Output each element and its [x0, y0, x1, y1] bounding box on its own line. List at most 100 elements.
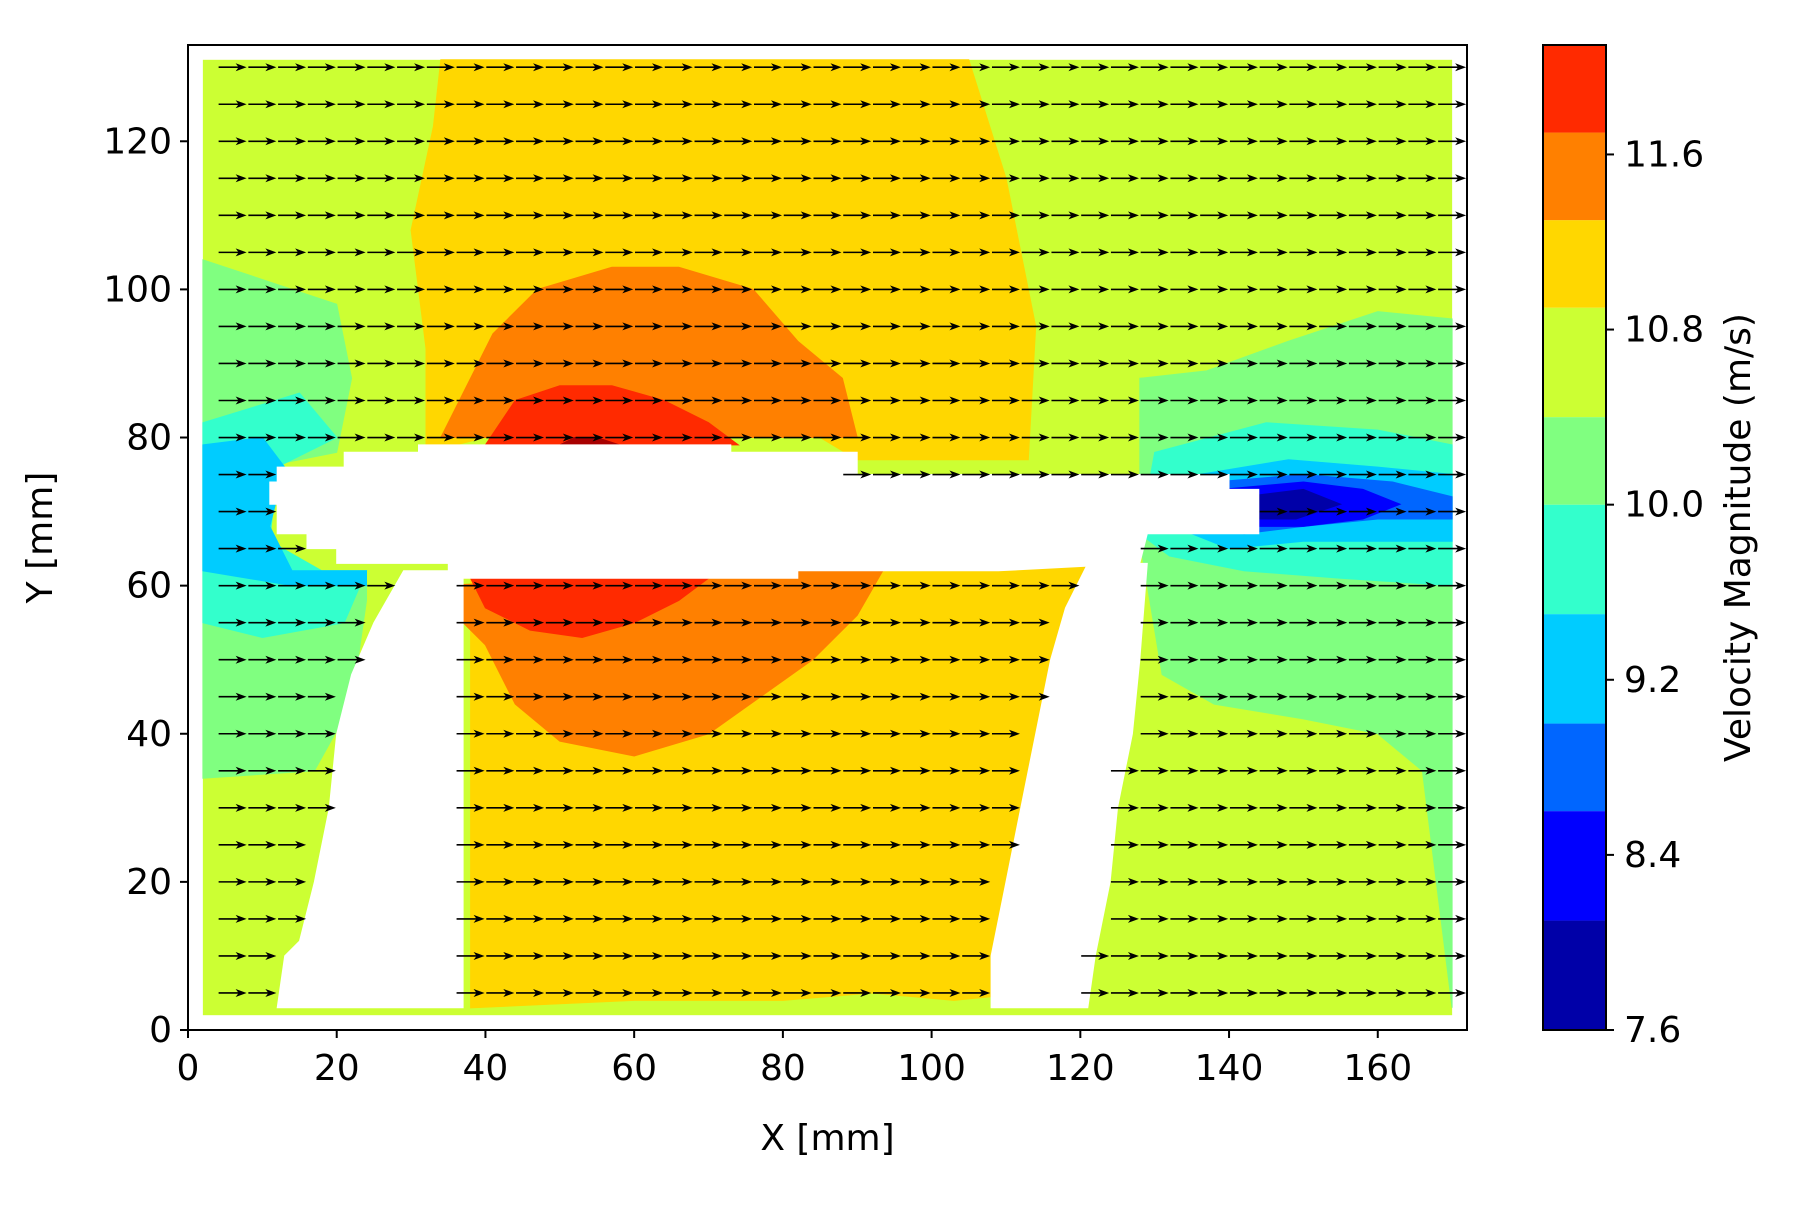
velocity-arrow: [754, 137, 783, 146]
velocity-arrow: [218, 803, 247, 812]
velocity-arrow: [278, 729, 307, 738]
velocity-arrow: [813, 729, 842, 738]
velocity-arrow: [426, 359, 455, 368]
velocity-arrow: [1170, 137, 1199, 146]
velocity-arrow: [724, 359, 753, 368]
velocity-arrow: [1140, 692, 1169, 701]
velocity-arrow: [1200, 840, 1229, 849]
velocity-arrow: [1408, 544, 1437, 553]
x-tick-label: 40: [463, 1048, 509, 1089]
velocity-arrow: [902, 248, 931, 257]
velocity-arrow: [426, 137, 455, 146]
velocity-arrow: [456, 803, 485, 812]
x-tick-label: 20: [314, 1048, 360, 1089]
velocity-arrow: [1319, 248, 1348, 257]
velocity-arrow: [575, 914, 604, 923]
velocity-arrow: [1021, 322, 1050, 331]
velocity-arrow: [783, 988, 812, 997]
velocity-arrow: [1259, 396, 1288, 405]
velocity-arrow: [991, 322, 1020, 331]
velocity-arrow: [991, 100, 1020, 109]
velocity-arrow: [1348, 248, 1377, 257]
velocity-arrow: [783, 359, 812, 368]
velocity-arrow: [962, 137, 991, 146]
velocity-arrow: [486, 100, 515, 109]
velocity-arrow: [278, 766, 307, 775]
velocity-arrow: [1259, 618, 1288, 627]
velocity-arrow: [872, 914, 901, 923]
velocity-arrow: [307, 359, 336, 368]
velocity-arrow: [813, 100, 842, 109]
velocity-arrow: [902, 581, 931, 590]
velocity-arrow: [1378, 692, 1407, 701]
velocity-arrow: [754, 618, 783, 627]
velocity-arrow: [1378, 211, 1407, 220]
velocity-arrow: [278, 840, 307, 849]
velocity-arrow: [545, 100, 574, 109]
velocity-arrow: [1140, 803, 1169, 812]
velocity-arrow: [754, 729, 783, 738]
velocity-arrow: [932, 692, 961, 701]
velocity-arrow: [1408, 729, 1437, 738]
velocity-arrow: [962, 174, 991, 183]
velocity-arrow: [872, 766, 901, 775]
velocity-arrow: [218, 63, 247, 72]
velocity-arrow: [1081, 211, 1110, 220]
velocity-arrow: [1319, 877, 1348, 886]
velocity-arrow: [575, 211, 604, 220]
velocity-arrow: [1110, 766, 1139, 775]
velocity-arrow: [694, 396, 723, 405]
velocity-arrow: [1319, 359, 1348, 368]
velocity-arrow: [1200, 174, 1229, 183]
velocity-arrow: [307, 322, 336, 331]
velocity-arrow: [872, 174, 901, 183]
velocity-arrow: [426, 63, 455, 72]
colorbar-band: [1543, 417, 1606, 505]
velocity-arrow: [337, 433, 366, 442]
velocity-arrow: [813, 137, 842, 146]
velocity-arrow: [307, 396, 336, 405]
velocity-arrow: [664, 618, 693, 627]
velocity-arrow: [694, 100, 723, 109]
velocity-arrow: [1140, 729, 1169, 738]
velocity-arrow: [1259, 581, 1288, 590]
velocity-arrow: [545, 803, 574, 812]
velocity-arrow: [1140, 285, 1169, 294]
velocity-arrow: [218, 396, 247, 405]
velocity-arrow: [635, 914, 664, 923]
velocity-arrow: [1408, 433, 1437, 442]
velocity-arrow: [248, 581, 277, 590]
velocity-arrow: [1378, 618, 1407, 627]
velocity-arrow: [1229, 211, 1258, 220]
velocity-arrow: [456, 988, 485, 997]
velocity-arrow: [872, 63, 901, 72]
velocity-arrow: [754, 359, 783, 368]
velocity-arrow: [1110, 359, 1139, 368]
velocity-arrow: [962, 248, 991, 257]
velocity-arrow: [813, 877, 842, 886]
velocity-arrow: [694, 433, 723, 442]
velocity-arrow: [516, 433, 545, 442]
velocity-arrow: [1319, 63, 1348, 72]
velocity-arrow: [1170, 322, 1199, 331]
velocity-arrow: [902, 692, 931, 701]
velocity-arrow: [1200, 766, 1229, 775]
y-tick-label: 20: [126, 862, 172, 903]
velocity-arrow: [1140, 137, 1169, 146]
velocity-arrow: [932, 396, 961, 405]
velocity-arrow: [1348, 507, 1377, 516]
velocity-arrow: [248, 174, 277, 183]
velocity-arrow: [218, 470, 247, 479]
velocity-arrow: [486, 359, 515, 368]
velocity-arrow: [516, 914, 545, 923]
velocity-arrow: [1200, 285, 1229, 294]
y-tick-label: 80: [126, 418, 172, 459]
velocity-arrow: [1438, 988, 1467, 997]
velocity-arrow: [1200, 433, 1229, 442]
velocity-arrow: [1229, 285, 1258, 294]
velocity-arrow: [1378, 581, 1407, 590]
velocity-arrow: [754, 285, 783, 294]
velocity-arrow: [1438, 285, 1467, 294]
velocity-arrow: [1319, 988, 1348, 997]
velocity-arrow: [516, 396, 545, 405]
